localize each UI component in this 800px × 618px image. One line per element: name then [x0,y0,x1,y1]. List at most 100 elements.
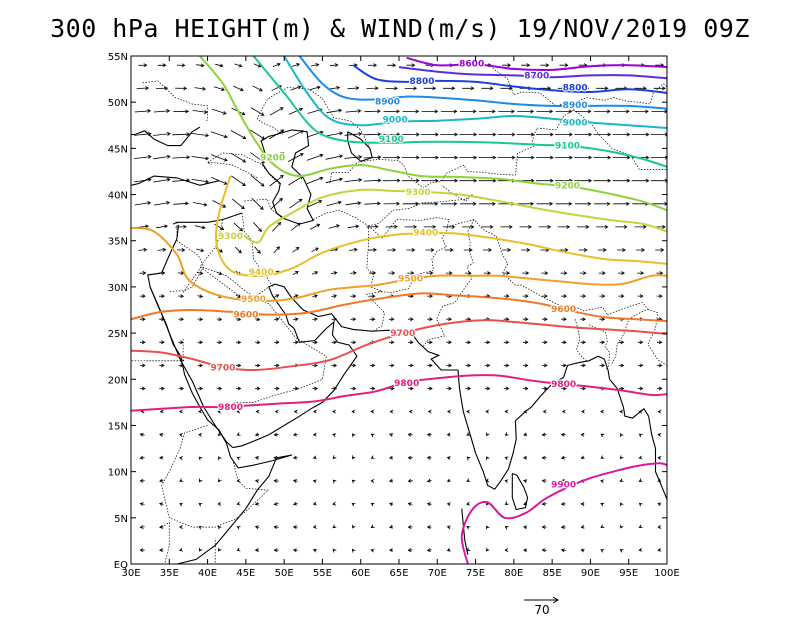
wind-vector [656,363,663,368]
wind-vector [254,548,260,552]
wind-vector [153,109,171,113]
wind-vector [273,548,279,553]
x-tick-label: 80E [504,568,523,579]
wind-vector [363,178,382,183]
contour-line-9100 [252,56,667,168]
wind-vector [446,317,452,322]
wind-vector [638,502,643,507]
country-border [241,212,273,288]
wind-vector [478,155,497,160]
country-border [256,87,371,149]
wind-vector [421,201,439,206]
wind-vector [331,340,338,345]
wind-vector [446,432,451,437]
wind-vector [293,294,299,299]
wind-vector [407,478,413,483]
coastline [511,472,529,511]
wind-vector [616,248,627,252]
wind-vector [638,524,643,528]
wind-vector [349,247,358,252]
wind-vector [388,317,395,322]
coastline [131,175,220,186]
wind-vector [653,86,666,91]
wind-vector [363,132,382,137]
wind-vector [638,547,643,552]
coastline [149,286,234,449]
wind-vector [291,63,301,67]
contour-label: 9600 [551,305,576,315]
wind-vector [600,549,605,553]
wind-vector [292,479,298,483]
wind-vector [273,479,279,483]
contour-line-8600 [406,56,667,72]
wind-vector [179,478,184,482]
wind-vector [179,409,183,414]
wind-vector [619,409,624,414]
wind-vector [255,386,261,391]
wind-vector [191,179,210,184]
wind-vector [139,271,147,275]
wind-vector [596,224,609,229]
wind-vector [541,525,547,530]
wind-vector [196,248,205,253]
wind-vector [350,363,357,368]
wind-vector [368,247,378,252]
wind-vector [157,63,167,68]
country-border [142,80,208,123]
wind-vector [446,525,451,530]
wind-vector [332,501,337,506]
contour-label: 8900 [563,101,588,111]
wind-vector [557,224,571,229]
country-borders [131,63,667,564]
wind-vector [504,409,509,414]
wind-vector [460,201,477,206]
wind-vector [159,363,165,368]
contour-label: 8800 [563,83,588,93]
wind-vector [292,525,298,530]
wind-vector [522,271,530,276]
wind-vector [196,63,205,68]
wind-vector [560,271,568,276]
wind-vector [560,455,566,460]
wind-vector [331,294,338,299]
wind-vector [446,547,451,552]
wind-vector [382,178,401,183]
wind-vector [139,478,145,483]
wind-vector [325,131,344,137]
wind-vector [522,363,529,368]
wind-vector [134,154,152,159]
wind-vector [427,386,433,391]
wind-vector [230,175,246,186]
wind-vector [274,363,280,368]
wind-vector [497,155,516,160]
wind-vector [352,433,356,438]
wind-vector [253,222,262,232]
wind-vector [312,501,317,506]
wind-vector [459,132,478,137]
wind-vector [138,247,148,252]
contour-line-9200 [199,56,667,212]
wind-vector [503,340,510,345]
wind-vector [517,109,535,114]
wind-vector [134,109,152,113]
wind-vector [329,63,339,68]
wind-vector [650,155,667,160]
wind-vector [561,363,567,368]
wind-vector [157,247,167,252]
contour-label: 9300 [406,188,431,198]
wind-vector [254,294,261,298]
wind-vector [350,386,357,391]
wind-vector [192,202,208,207]
country-border [244,198,285,220]
wind-vector [292,501,298,506]
wind-vector [541,479,547,483]
wind-vector [656,271,664,276]
wind-vector [613,109,630,114]
contour-label: 9900 [551,481,576,491]
wind-vector [600,455,605,459]
wind-vector [657,547,662,552]
wind-vector [175,224,187,229]
contour-label: 8800 [409,77,434,87]
wind-vector [599,340,606,345]
